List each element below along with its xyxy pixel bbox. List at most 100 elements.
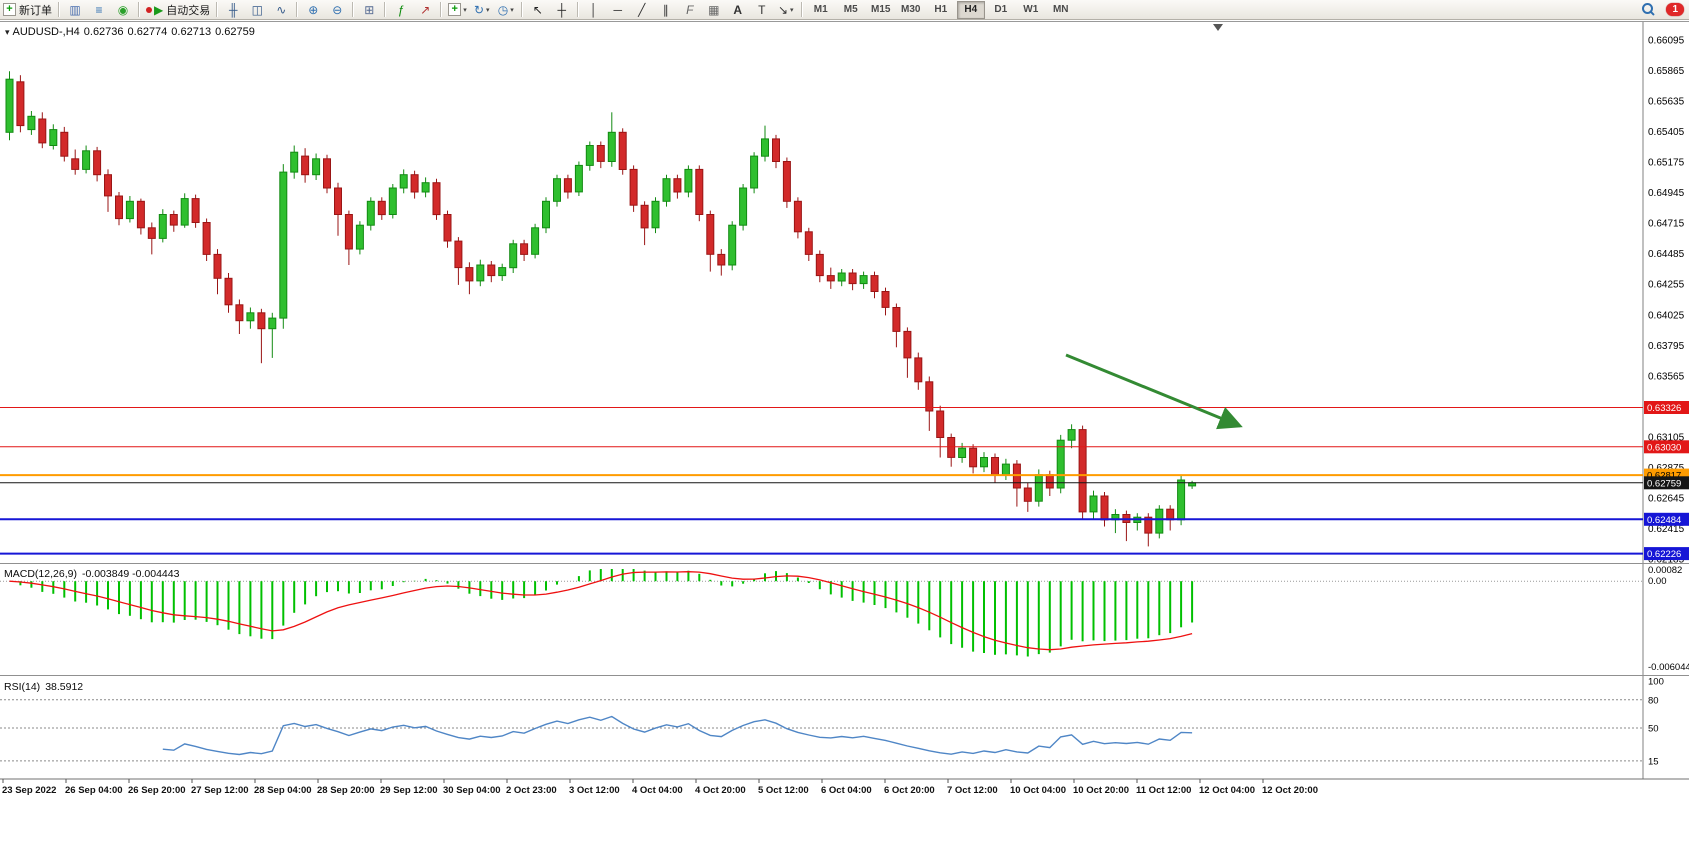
objects-icon[interactable]: ↗ bbox=[413, 0, 437, 20]
indicators-icon[interactable]: ƒ bbox=[389, 0, 413, 20]
dropdown-caret-icon: ▾ bbox=[790, 6, 794, 14]
timeframe-h4[interactable]: H4 bbox=[956, 0, 985, 19]
price-tick-label: 0.64255 bbox=[1648, 280, 1685, 291]
toolbar-separator bbox=[296, 2, 299, 17]
timeframe-m5[interactable]: M5 bbox=[843, 4, 858, 15]
notification-badge[interactable]: 1 bbox=[1666, 3, 1684, 16]
community-icon[interactable]: ◉ bbox=[111, 0, 135, 20]
new-chart-button[interactable]: + ▾ bbox=[445, 0, 470, 20]
price-tick-label: 0.66095 bbox=[1648, 36, 1685, 47]
price-badge-0.62484: 0.62484 bbox=[1644, 512, 1689, 526]
price-tick-label: 0.62645 bbox=[1648, 493, 1685, 504]
svg-text:0.63326: 0.63326 bbox=[1647, 403, 1681, 414]
fibonacci-icon[interactable]: F bbox=[678, 0, 702, 20]
time-axis-label: 27 Sep 12:00 bbox=[191, 785, 249, 796]
timeframe-mn[interactable]: MN bbox=[1052, 4, 1069, 15]
rsi-scale-label: 100 bbox=[1648, 677, 1664, 688]
candlestick-chart-icon[interactable]: ◫ bbox=[245, 0, 269, 20]
price-tick-label: 0.65175 bbox=[1648, 158, 1685, 169]
toolbar-separator bbox=[138, 2, 140, 17]
svg-text:0.62484: 0.62484 bbox=[1647, 515, 1681, 526]
time-axis-label: 12 Oct 04:00 bbox=[1199, 785, 1255, 796]
rsi-indicator-label: RSI(14) 38.5912 bbox=[4, 681, 84, 693]
time-axis-label: 10 Oct 04:00 bbox=[1010, 785, 1066, 796]
toolbar-separator bbox=[384, 2, 387, 17]
search-button[interactable] bbox=[1636, 0, 1660, 20]
periods-button[interactable]: ◷ ▾ bbox=[494, 0, 518, 20]
timeframe-m30[interactable]: M30 bbox=[901, 4, 921, 15]
time-axis-label: 4 Oct 20:00 bbox=[695, 785, 746, 796]
svg-text:0.62759: 0.62759 bbox=[1647, 478, 1681, 489]
zoom-in-button[interactable]: ⊕ bbox=[301, 0, 325, 20]
time-axis-label: 10 Oct 20:00 bbox=[1073, 785, 1129, 796]
market-watch-icon-glyph: ≡ bbox=[95, 2, 103, 17]
horizontal-line-icon[interactable]: ─ bbox=[606, 0, 630, 20]
chart-window: ▾ AUDUSD-,H4 0.62736 0.62774 0.62713 0.62759 … bbox=[0, 21, 1689, 860]
dropdown-caret-icon: ▾ bbox=[510, 6, 514, 14]
price-tick-label: 0.62875 bbox=[1648, 463, 1685, 474]
ohlc-close: 0.62759 bbox=[215, 26, 255, 38]
macd-indicator-label: MACD(12,26,9) -0.003849 -0.004443 bbox=[4, 568, 180, 580]
one-click-trading-toggle-icon[interactable]: ▾ bbox=[5, 27, 10, 37]
label-icon[interactable]: T bbox=[750, 0, 774, 20]
arrows-icon-glyph: ↘ bbox=[777, 2, 789, 17]
channel-icon[interactable]: ∥ bbox=[654, 0, 678, 20]
shapes-icon-glyph: ▦ bbox=[708, 2, 720, 17]
time-axis-label: 23 Sep 2022 bbox=[2, 785, 56, 796]
profiles-button[interactable]: ↻ ▾ bbox=[470, 0, 494, 20]
time-axis-label: 7 Oct 12:00 bbox=[947, 785, 998, 796]
bar-chart-icon[interactable]: ╫ bbox=[221, 0, 245, 20]
time-axis-label: 6 Oct 20:00 bbox=[884, 785, 935, 796]
time-axis-label: 4 Oct 04:00 bbox=[632, 785, 683, 796]
toolbar-group: ▶ 自动交易 bbox=[143, 0, 213, 19]
rsi-scale-label: 15 bbox=[1648, 756, 1659, 767]
zoom-out-button[interactable]: ⊖ bbox=[325, 0, 349, 20]
price-axis[interactable]: 0.66095 0.65865 0.65635 0.65405 0.65175 0.649… bbox=[1642, 22, 1685, 779]
bar-chart-icon-glyph: ╫ bbox=[228, 2, 238, 17]
toolbar-separator bbox=[576, 2, 579, 17]
macd-scale-label: -0.006044 bbox=[1648, 662, 1689, 673]
trendline-icon[interactable]: ╱ bbox=[630, 0, 654, 20]
tile-windows-icon[interactable]: ⊞ bbox=[357, 0, 381, 20]
timeframe-h1[interactable]: H1 bbox=[934, 4, 948, 15]
time-axis-label: 26 Sep 20:00 bbox=[128, 785, 186, 796]
text-icon[interactable]: A bbox=[726, 0, 750, 20]
timeframe-m15[interactable]: M15 bbox=[871, 4, 891, 15]
timeframe-w1[interactable]: W1 bbox=[1023, 4, 1039, 15]
cursor-icon[interactable]: ↖ bbox=[526, 0, 550, 20]
arrows-icon[interactable]: ↘ ▾ bbox=[774, 0, 798, 20]
time-axis[interactable]: 23 Sep 2022 26 Sep 04:00 26 Sep 20:00 27 Se… bbox=[0, 778, 1689, 796]
toolbar-group: M1 M5 M15 M30 H1 H4 D1 W1 MN bbox=[806, 0, 1076, 19]
chart-canvas[interactable]: 0.66095 0.65865 0.65635 0.65405 0.65175 0.649… bbox=[0, 22, 1689, 860]
price-tick-label: 0.65405 bbox=[1648, 127, 1685, 138]
candlestick-chart-icon-glyph: ◫ bbox=[251, 2, 263, 17]
ohlc-high: 0.62774 bbox=[127, 26, 168, 38]
charts-icon[interactable]: ▥ bbox=[63, 0, 87, 20]
auto-trading-button[interactable]: ▶ 自动交易 bbox=[143, 0, 213, 20]
price-badge-0.63030: 0.63030 bbox=[1644, 440, 1689, 454]
new-order-button[interactable]: + 新订单 bbox=[0, 0, 55, 20]
toolbar-group: ⊕ ⊖ bbox=[301, 0, 349, 19]
time-axis-label: 28 Sep 04:00 bbox=[254, 785, 312, 796]
shapes-icon[interactable]: ▦ bbox=[702, 0, 726, 20]
rsi-scale-label: 80 bbox=[1648, 695, 1659, 706]
zoom-in-glyph: ⊕ bbox=[308, 2, 319, 17]
toolbar-group: ƒ ↗ bbox=[389, 0, 437, 19]
tile-windows-icon-glyph: ⊞ bbox=[364, 2, 375, 17]
profiles-glyph: ↻ bbox=[473, 2, 485, 17]
search-icon bbox=[1641, 2, 1656, 17]
timeframe-m1[interactable]: M1 bbox=[813, 4, 828, 15]
toolbar-group: ⊞ bbox=[357, 0, 381, 19]
price-tick-label: 0.64485 bbox=[1648, 249, 1685, 260]
chart-shift-marker[interactable] bbox=[1213, 24, 1223, 31]
trend-arrow[interactable] bbox=[1065, 353, 1243, 430]
crosshair-icon-glyph: ┼ bbox=[557, 2, 566, 17]
line-chart-icon[interactable]: ∿ bbox=[269, 0, 293, 20]
price-badge-0.63326: 0.63326 bbox=[1644, 401, 1689, 414]
time-axis-label: 12 Oct 20:00 bbox=[1262, 785, 1318, 796]
timeframe-d1[interactable]: D1 bbox=[994, 4, 1008, 15]
market-watch-icon[interactable]: ≡ bbox=[87, 0, 111, 20]
vertical-line-icon[interactable]: │ bbox=[582, 0, 606, 20]
crosshair-icon[interactable]: ┼ bbox=[550, 0, 574, 20]
